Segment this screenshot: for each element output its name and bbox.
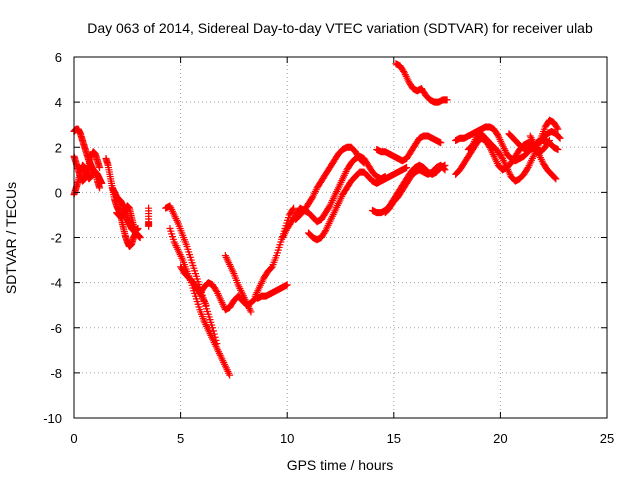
data-point bbox=[226, 371, 234, 379]
series-arc-14 bbox=[253, 281, 291, 302]
data-point bbox=[498, 153, 506, 161]
data-point bbox=[267, 264, 275, 272]
data-point bbox=[441, 166, 449, 174]
y-tick-label: 4 bbox=[55, 95, 62, 110]
y-tick-label: 0 bbox=[55, 185, 62, 200]
data-point bbox=[400, 67, 408, 75]
x-tick-label: 25 bbox=[600, 431, 614, 446]
series-arc-17 bbox=[305, 164, 411, 244]
data-point bbox=[440, 165, 448, 173]
data-points bbox=[70, 60, 564, 379]
data-point bbox=[145, 222, 153, 230]
x-axis-label: GPS time / hours bbox=[287, 457, 394, 473]
y-tick-label: -10 bbox=[43, 411, 62, 426]
data-point bbox=[553, 124, 561, 132]
data-point bbox=[545, 136, 553, 144]
series-arc-26 bbox=[526, 132, 560, 183]
x-tick-label: 20 bbox=[493, 431, 507, 446]
data-point bbox=[555, 133, 563, 141]
data-point bbox=[556, 134, 564, 142]
y-tick-label: -6 bbox=[50, 321, 62, 336]
data-point bbox=[247, 308, 255, 316]
data-point bbox=[202, 301, 210, 309]
data-point bbox=[554, 125, 562, 133]
y-tick-label: -4 bbox=[50, 276, 62, 291]
data-point bbox=[551, 174, 559, 182]
y-tick-labels: -10 -8 -6 -4 -2 0 2 4 6 bbox=[43, 50, 62, 426]
data-point bbox=[250, 295, 258, 303]
y-tick-label: -8 bbox=[50, 366, 62, 381]
series-arc-20 bbox=[381, 161, 449, 217]
y-tick-label: 6 bbox=[55, 50, 62, 65]
data-point bbox=[283, 281, 291, 289]
data-point bbox=[523, 165, 531, 173]
data-point bbox=[552, 175, 560, 183]
x-tick-label: 5 bbox=[177, 431, 184, 446]
y-axis-label: SDTVAR / TECUs bbox=[3, 182, 19, 294]
data-point bbox=[212, 286, 220, 294]
grid-lines bbox=[74, 57, 607, 418]
data-point bbox=[96, 164, 104, 172]
y-tick-label: -2 bbox=[50, 231, 62, 246]
data-point bbox=[290, 204, 298, 212]
series-arc-25 bbox=[505, 127, 564, 154]
data-point bbox=[136, 234, 144, 241]
x-tick-label: 10 bbox=[280, 431, 294, 446]
x-tick-label: 15 bbox=[387, 431, 401, 446]
y-tick-label: 2 bbox=[55, 140, 62, 155]
series-arc-18 bbox=[373, 132, 445, 165]
series-arc-12 bbox=[221, 252, 255, 316]
series-arc-16 bbox=[292, 152, 389, 226]
x-tick-labels: 0 5 10 15 20 25 bbox=[70, 431, 614, 446]
series-arc-3 bbox=[70, 161, 104, 199]
data-point bbox=[289, 206, 297, 214]
series-arc-21 bbox=[392, 60, 451, 106]
series-arc-6 bbox=[113, 202, 142, 235]
data-point bbox=[96, 184, 104, 192]
data-point bbox=[443, 96, 451, 104]
x-tick-label: 0 bbox=[70, 431, 77, 446]
data-point bbox=[308, 194, 316, 202]
axis-ticks bbox=[73, 56, 608, 419]
chart-title: Day 063 of 2014, Sidereal Day-to-day VTE… bbox=[87, 20, 593, 36]
data-point bbox=[437, 139, 445, 147]
data-point bbox=[554, 146, 562, 154]
data-point bbox=[545, 138, 553, 146]
data-point bbox=[493, 131, 501, 139]
series-arc-24 bbox=[464, 116, 562, 185]
data-point bbox=[325, 203, 333, 211]
data-point bbox=[321, 228, 329, 236]
data-point bbox=[403, 164, 411, 172]
series-arc-7 bbox=[145, 204, 153, 230]
data-point bbox=[134, 224, 142, 232]
